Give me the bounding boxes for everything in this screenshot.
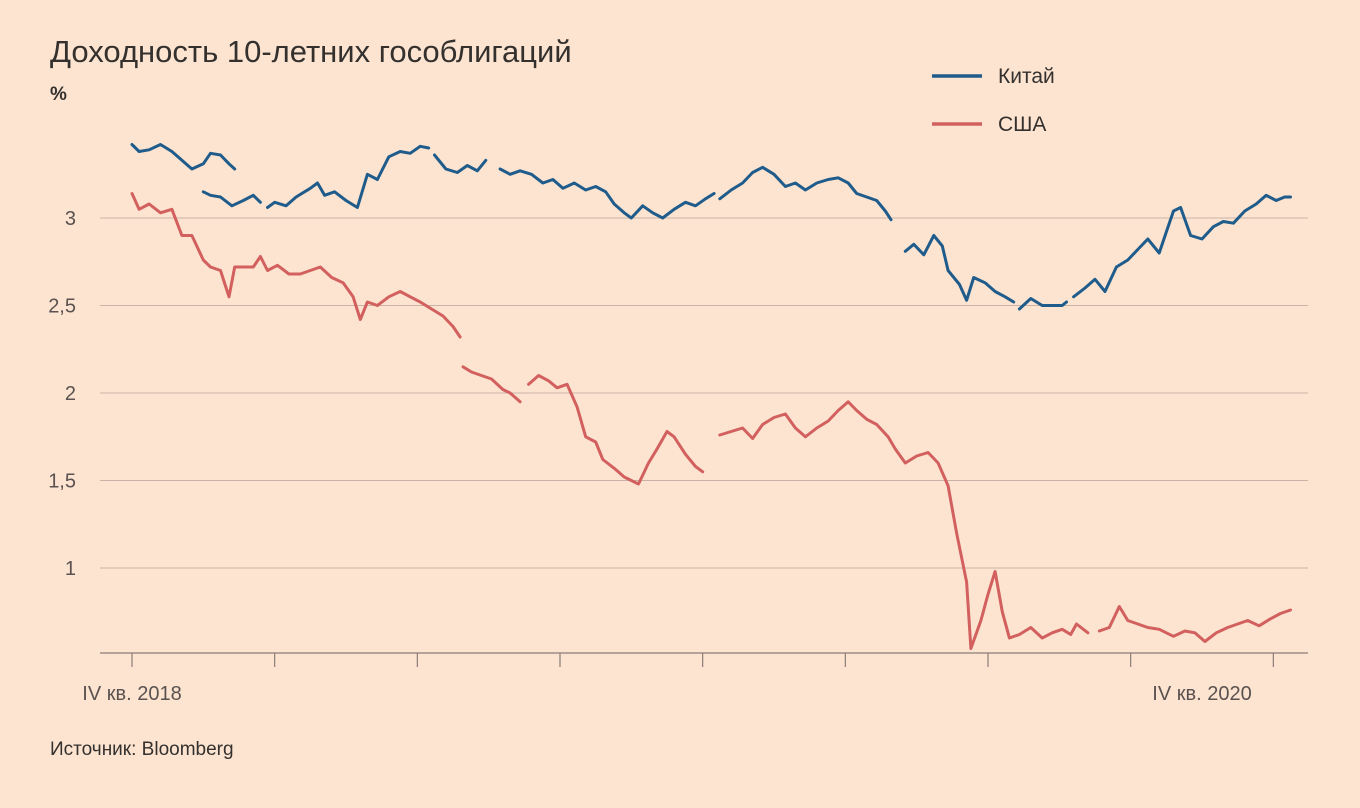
y-tick-label: 2 [65,383,76,405]
y-tick-label: 3 [65,208,76,230]
unit-label: % [50,84,67,105]
legend-label-china: Китай [998,65,1055,88]
y-axis-ticks: 3 2,5 2 1,5 1 [48,208,76,580]
y-tick-label: 2,5 [48,296,76,318]
chart-title: Доходность 10-летних гособлигаций [50,34,572,69]
source-note: Источник: Bloomberg [50,739,234,760]
gridlines [100,217,1308,569]
series-line-usa [130,192,1292,650]
y-tick-label: 1 [65,558,76,580]
series [130,143,1292,650]
y-tick-label: 1,5 [48,471,76,493]
x-axis [100,652,1308,667]
x-tick-label-start: IV кв. 2018 [82,683,181,705]
x-tick-label-end: IV кв. 2020 [1152,683,1251,705]
series-line-china [130,143,1292,311]
legend: Китай США [932,65,1055,136]
legend-label-usa: США [998,113,1046,136]
